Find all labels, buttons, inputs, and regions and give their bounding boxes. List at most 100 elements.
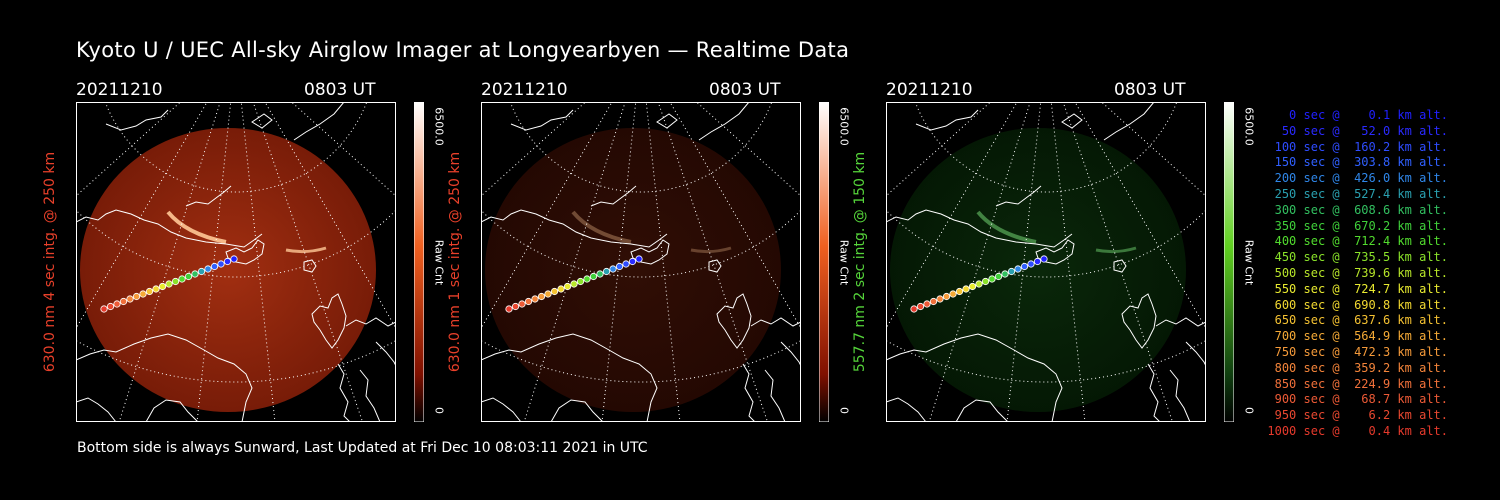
- panel-ylabel: 630.0 nm 1 sec intg. @ 250 km: [447, 151, 463, 373]
- panel-630nm-1sec: 20211210 0803 UT 630.0 nm 1 sec intg. @ …: [447, 80, 881, 440]
- trajectory-point: [962, 285, 970, 293]
- colorbar-min: 0: [837, 407, 851, 414]
- trajectory-point: [955, 287, 964, 296]
- trajectory-point: [1040, 255, 1048, 263]
- legend-row: 850 sec @ 224.9 km alt.: [1267, 376, 1448, 391]
- trajectory-point: [1007, 267, 1016, 276]
- trajectory-point: [537, 292, 546, 301]
- trajectory-point: [923, 300, 931, 308]
- colorbar-max: 6500.0: [837, 107, 851, 146]
- trajectory-point: [223, 257, 232, 266]
- legend-row: 550 sec @ 724.7 km alt.: [1267, 281, 1448, 296]
- panel-date: 20211210: [886, 80, 973, 100]
- trajectory-point: [171, 277, 180, 286]
- trajectory-point: [615, 262, 624, 271]
- legend-row: 0 sec @ 0.1 km alt.: [1267, 108, 1448, 122]
- trajectory-point: [609, 265, 617, 273]
- trajectory-point: [981, 277, 990, 286]
- trajectory-point: [628, 257, 637, 266]
- trajectory-point: [570, 280, 578, 288]
- trajectory-point: [622, 260, 630, 268]
- legend-row: 800 sec @ 359.2 km alt.: [1267, 360, 1448, 375]
- trajectory-point: [106, 302, 115, 311]
- footer-note: Bottom side is always Sunward, Last Upda…: [77, 440, 648, 456]
- trajectory-point: [113, 300, 121, 308]
- colorbar-labels: 6500.0 Raw Cnt 0: [1240, 102, 1258, 422]
- trajectory-point: [988, 275, 996, 283]
- panel-date: 20211210: [481, 80, 568, 100]
- trajectory-point: [589, 272, 598, 281]
- colorbar-unit: Raw Cnt: [1242, 239, 1256, 286]
- trajectory-point: [139, 290, 147, 298]
- trajectory-point: [505, 305, 513, 313]
- legend-row: 50 sec @ 52.0 km alt.: [1267, 123, 1448, 138]
- page-title: Kyoto U / UEC All-sky Airglow Imager at …: [76, 38, 850, 62]
- trajectory-point: [204, 265, 212, 273]
- legend-row: 200 sec @ 426.0 km alt.: [1267, 171, 1448, 186]
- trajectory-point: [1014, 265, 1022, 273]
- trajectory-point: [1020, 262, 1029, 271]
- colorbar-unit: Raw Cnt: [432, 239, 446, 286]
- trajectory-point: [1001, 270, 1009, 278]
- legend-row: 100 sec @ 160.2 km alt.: [1267, 139, 1448, 154]
- legend-row: 250 sec @ 527.4 km alt.: [1267, 186, 1448, 201]
- legend-row: 500 sec @ 739.6 km alt.: [1267, 265, 1448, 280]
- trajectory-point: [602, 267, 611, 276]
- trajectory-point: [119, 297, 128, 306]
- panel-time: 0803 UT: [1114, 80, 1186, 100]
- allsky-image: [76, 102, 396, 422]
- trajectory-point: [126, 295, 134, 303]
- trajectory-point: [968, 282, 977, 291]
- panel-ylabel: 630.0 nm 4 sec intg. @ 250 km: [42, 151, 58, 373]
- colorbar: [819, 102, 829, 422]
- trajectory-point: [197, 267, 206, 276]
- trajectory-point: [100, 305, 108, 313]
- trajectory-point: [524, 297, 533, 306]
- trajectory-point: [910, 305, 918, 313]
- colorbar-max: 6500.0: [1242, 107, 1256, 146]
- legend-row: 400 sec @ 712.4 km alt.: [1267, 234, 1448, 249]
- trajectory-point: [152, 285, 160, 293]
- trajectory-point: [511, 302, 520, 311]
- colorbar: [414, 102, 424, 422]
- panel-time: 0803 UT: [304, 80, 376, 100]
- legend-row: 650 sec @ 637.6 km alt.: [1267, 313, 1448, 328]
- trajectory-point: [531, 295, 539, 303]
- legend-row: 950 sec @ 6.2 km alt.: [1267, 408, 1448, 423]
- panel-557nm-2sec: 20211210 0803 UT 557.7 nm 2 sec intg. @ …: [852, 80, 1286, 440]
- panel-ylabel: 557.7 nm 2 sec intg. @ 150 km: [852, 151, 868, 373]
- trajectory-point: [544, 290, 552, 298]
- trajectory-point: [942, 292, 951, 301]
- trajectory-point: [1033, 257, 1042, 266]
- trajectory-point: [949, 290, 957, 298]
- legend-row: 350 sec @ 670.2 km alt.: [1267, 218, 1448, 233]
- trajectory-point: [1027, 260, 1035, 268]
- trajectory-point: [916, 302, 925, 311]
- trajectory-point: [217, 260, 225, 268]
- legend-row: 900 sec @ 68.7 km alt.: [1267, 392, 1448, 407]
- trajectory-point: [576, 277, 585, 286]
- trajectory-point: [191, 270, 199, 278]
- trajectory-point: [518, 300, 526, 308]
- trajectory-point: [178, 275, 186, 283]
- colorbar-min: 0: [432, 407, 446, 414]
- allsky-image: [886, 102, 1206, 422]
- panel-630nm-4sec: 20211210 0803 UT 630.0 nm 4 sec intg. @ …: [42, 80, 476, 440]
- legend-row: 450 sec @ 735.5 km alt.: [1267, 250, 1448, 265]
- trajectory-point: [145, 287, 154, 296]
- trajectory-point: [165, 280, 173, 288]
- colorbar-max: 6500.0: [432, 107, 446, 146]
- trajectory-point: [936, 295, 944, 303]
- trajectory-point: [596, 270, 604, 278]
- trajectory-point: [975, 280, 983, 288]
- trajectory-point: [210, 262, 219, 271]
- legend-row: 750 sec @ 472.3 km alt.: [1267, 344, 1448, 359]
- trajectory-point: [132, 292, 141, 301]
- legend-row: 150 sec @ 303.8 km alt.: [1267, 155, 1448, 170]
- trajectory-point: [929, 297, 938, 306]
- trajectory-point: [583, 275, 591, 283]
- allsky-image: [481, 102, 801, 422]
- legend-row: 300 sec @ 608.6 km alt.: [1267, 202, 1448, 217]
- trajectory-point: [550, 287, 559, 296]
- trajectory-point: [230, 255, 238, 263]
